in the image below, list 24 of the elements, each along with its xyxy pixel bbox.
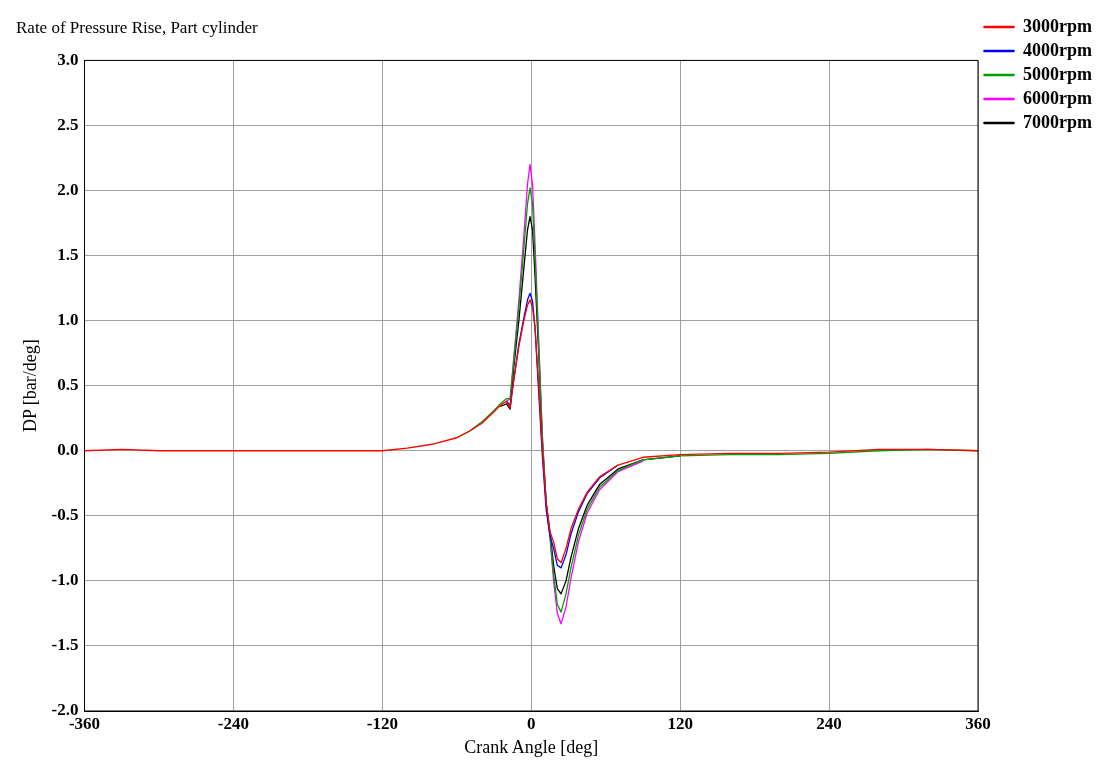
y-axis-title: DP [bar/deg]: [19, 339, 40, 433]
legend-label: 4000rpm: [1023, 39, 1093, 60]
legend-label: 5000rpm: [1023, 63, 1093, 84]
y-tick-label: 1.0: [57, 310, 79, 330]
x-tick-label: 240: [816, 713, 842, 733]
x-tick-label: -120: [366, 713, 398, 733]
x-axis-title: Crank Angle [deg]: [464, 736, 599, 757]
y-tick-label: -0.5: [51, 505, 79, 525]
x-tick-label: 360: [965, 713, 991, 733]
x-tick-label: 120: [667, 713, 693, 733]
legend-label: 7000rpm: [1023, 111, 1093, 132]
y-tick-label: 1.5: [57, 244, 79, 264]
y-tick-label: 3.0: [57, 49, 79, 69]
chart-title: Rate of Pressure Rise, Part cylinder: [16, 17, 259, 37]
x-tick-label: 0: [527, 713, 536, 733]
legend-label: 6000rpm: [1023, 87, 1093, 108]
legend-label: 3000rpm: [1023, 15, 1093, 36]
y-tick-label: 0.0: [57, 440, 79, 460]
y-tick-label: 2.0: [57, 179, 79, 199]
y-tick-label: 0.5: [57, 375, 79, 395]
y-tick-label: -1.5: [51, 635, 79, 655]
x-tick-label: -240: [217, 713, 250, 733]
y-tick-label: 2.5: [57, 114, 79, 134]
y-tick-label: -1.0: [51, 570, 79, 590]
